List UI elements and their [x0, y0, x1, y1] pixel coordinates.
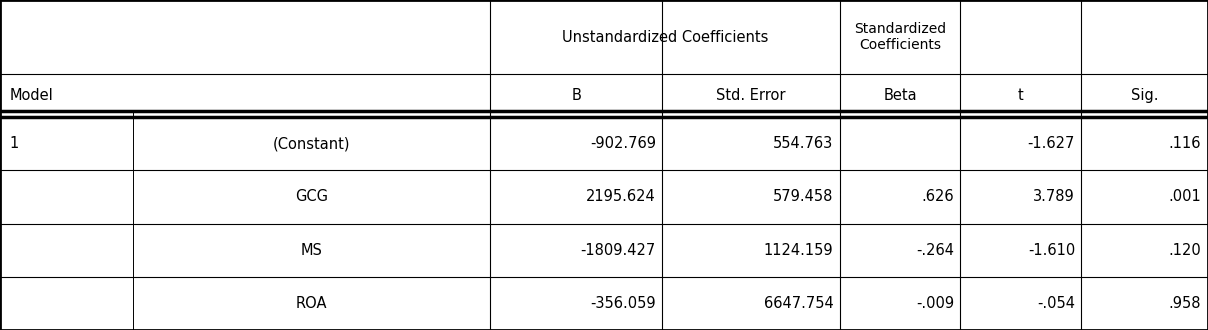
Text: -902.769: -902.769	[590, 136, 656, 151]
Text: 1: 1	[10, 136, 19, 151]
Text: .116: .116	[1168, 136, 1201, 151]
Text: -1809.427: -1809.427	[581, 243, 656, 258]
Text: .001: .001	[1168, 189, 1201, 205]
Text: Std. Error: Std. Error	[716, 88, 785, 103]
Text: MS: MS	[301, 243, 323, 258]
Text: ROA: ROA	[296, 296, 327, 311]
Text: B: B	[571, 88, 581, 103]
Text: 6647.754: 6647.754	[763, 296, 834, 311]
Text: Sig.: Sig.	[1131, 88, 1158, 103]
Text: GCG: GCG	[295, 189, 329, 205]
Text: -.264: -.264	[917, 243, 954, 258]
Text: (Constant): (Constant)	[273, 136, 350, 151]
Text: -1.610: -1.610	[1028, 243, 1075, 258]
Text: .120: .120	[1168, 243, 1201, 258]
Text: Standardized
Coefficients: Standardized Coefficients	[854, 22, 946, 52]
Text: Beta: Beta	[883, 88, 917, 103]
Text: t: t	[1018, 88, 1023, 103]
Text: Unstandardized Coefficients: Unstandardized Coefficients	[562, 30, 768, 45]
Text: 3.789: 3.789	[1033, 189, 1075, 205]
Text: Model: Model	[10, 88, 53, 103]
Text: -.054: -.054	[1038, 296, 1075, 311]
Text: 2195.624: 2195.624	[586, 189, 656, 205]
Text: 554.763: 554.763	[773, 136, 834, 151]
Text: .626: .626	[922, 189, 954, 205]
Text: 1124.159: 1124.159	[763, 243, 834, 258]
Text: 579.458: 579.458	[773, 189, 834, 205]
Text: -.009: -.009	[916, 296, 954, 311]
Text: -1.627: -1.627	[1028, 136, 1075, 151]
Text: .958: .958	[1168, 296, 1201, 311]
Text: -356.059: -356.059	[591, 296, 656, 311]
